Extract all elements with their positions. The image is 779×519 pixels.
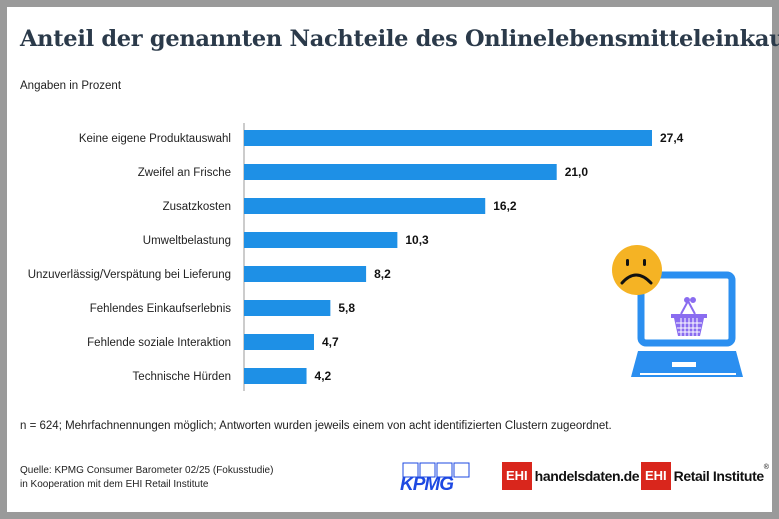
bar (244, 368, 307, 384)
bar (244, 130, 652, 146)
registered-mark: ® (763, 464, 769, 471)
bar (244, 300, 331, 316)
data-label: 27,4 (660, 131, 684, 145)
bar (244, 334, 314, 350)
footnote: n = 624; Mehrfachnennungen möglich; Antw… (20, 420, 612, 432)
chart-title: Anteil der genannten Nachteile des Onlin… (20, 26, 779, 52)
bar (244, 198, 486, 214)
bar (244, 232, 398, 248)
data-label: 8,2 (374, 267, 391, 281)
category-label: Technische Hürden (133, 371, 231, 383)
ehi-retail-institute-logo: EHI Retail Institute ® (641, 462, 769, 490)
handelsdaten-logo: EHI handelsdaten.de (502, 462, 640, 490)
kpmg-logo: KPMG (400, 462, 475, 495)
bar (244, 266, 367, 282)
source-note: Quelle: KPMG Consumer Barometer 02/25 (F… (20, 464, 273, 492)
source-line-2: in Kooperation mit dem EHI Retail Instit… (20, 479, 209, 490)
data-label: 21,0 (565, 165, 589, 179)
category-label: Keine eigene Produktauswahl (79, 133, 231, 145)
handelsdaten-text: handelsdaten.de (534, 468, 640, 484)
ehi-badge: EHI (641, 462, 671, 490)
category-label: Umweltbelastung (143, 235, 231, 247)
data-label: 5,8 (338, 301, 355, 315)
category-label: Fehlende soziale Interaktion (87, 337, 231, 349)
source-line-1: Quelle: KPMG Consumer Barometer 02/25 (F… (20, 465, 274, 476)
sad-face-icon (612, 245, 662, 295)
laptop-shopping-basket-icon (631, 271, 743, 377)
data-label: 10,3 (405, 233, 429, 247)
data-label: 4,7 (322, 335, 339, 349)
data-label: 16,2 (493, 199, 517, 213)
data-label: 4,2 (315, 369, 332, 383)
category-label: Zusatzkosten (163, 201, 231, 213)
category-label: Zweifel an Frische (138, 167, 231, 179)
chart-subtitle: Angaben in Prozent (20, 80, 122, 92)
category-label: Fehlendes Einkaufserlebnis (90, 303, 232, 315)
retail-institute-text: Retail Institute (673, 468, 764, 484)
kpmg-logo-text: KPMG (400, 474, 454, 495)
bar (244, 164, 557, 180)
ehi-badge: EHI (502, 462, 532, 490)
category-label: Unzuverlässig/Verspätung bei Lieferung (28, 269, 231, 281)
